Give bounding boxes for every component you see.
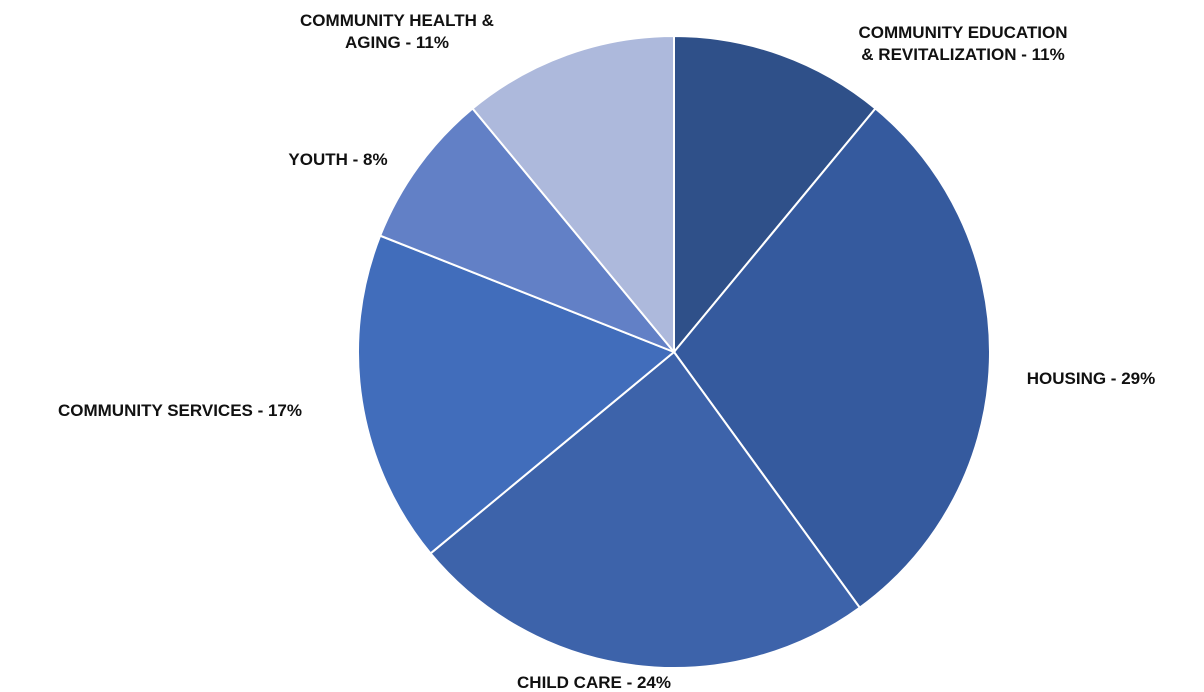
pie-slice-youth <box>378 107 675 353</box>
pie-label-community-services: COMMUNITY SERVICES - 17% <box>58 401 302 420</box>
pie-label-housing: HOUSING - 29% <box>1027 369 1155 388</box>
pie-slices <box>357 34 991 669</box>
pie-label-line: & REVITALIZATION - 11% <box>861 45 1064 64</box>
pie-label-line: COMMUNITY EDUCATION <box>858 23 1067 42</box>
pie-label-community-health-aging: COMMUNITY HEALTH & AGING - 11% <box>300 11 494 52</box>
pie-label-child-care: CHILD CARE - 24% <box>517 673 671 692</box>
pie-slice-child-care <box>429 350 862 669</box>
pie-label-community-education-revitalization: COMMUNITY EDUCATION & REVITALIZATION - 11… <box>858 23 1067 64</box>
pie-label-line: HOUSING - 29% <box>1027 369 1155 388</box>
pie-slice-housing <box>672 107 991 610</box>
pie-label-line: COMMUNITY HEALTH & <box>300 11 494 30</box>
pie-label-line: AGING - 11% <box>345 33 449 52</box>
pie-slice-community-services <box>357 234 676 555</box>
pie-label-youth: YOUTH - 8% <box>288 150 387 169</box>
pie-label-line: YOUTH - 8% <box>288 150 387 169</box>
pie-label-line: CHILD CARE - 24% <box>517 673 671 692</box>
pie-slice-community-education-revitalization <box>673 34 877 355</box>
pie-labels: COMMUNITY EDUCATION & REVITALIZATION - 11… <box>58 11 1155 692</box>
pie-slice-community-health-aging <box>471 34 675 355</box>
pie-label-line: COMMUNITY SERVICES - 17% <box>58 401 302 420</box>
